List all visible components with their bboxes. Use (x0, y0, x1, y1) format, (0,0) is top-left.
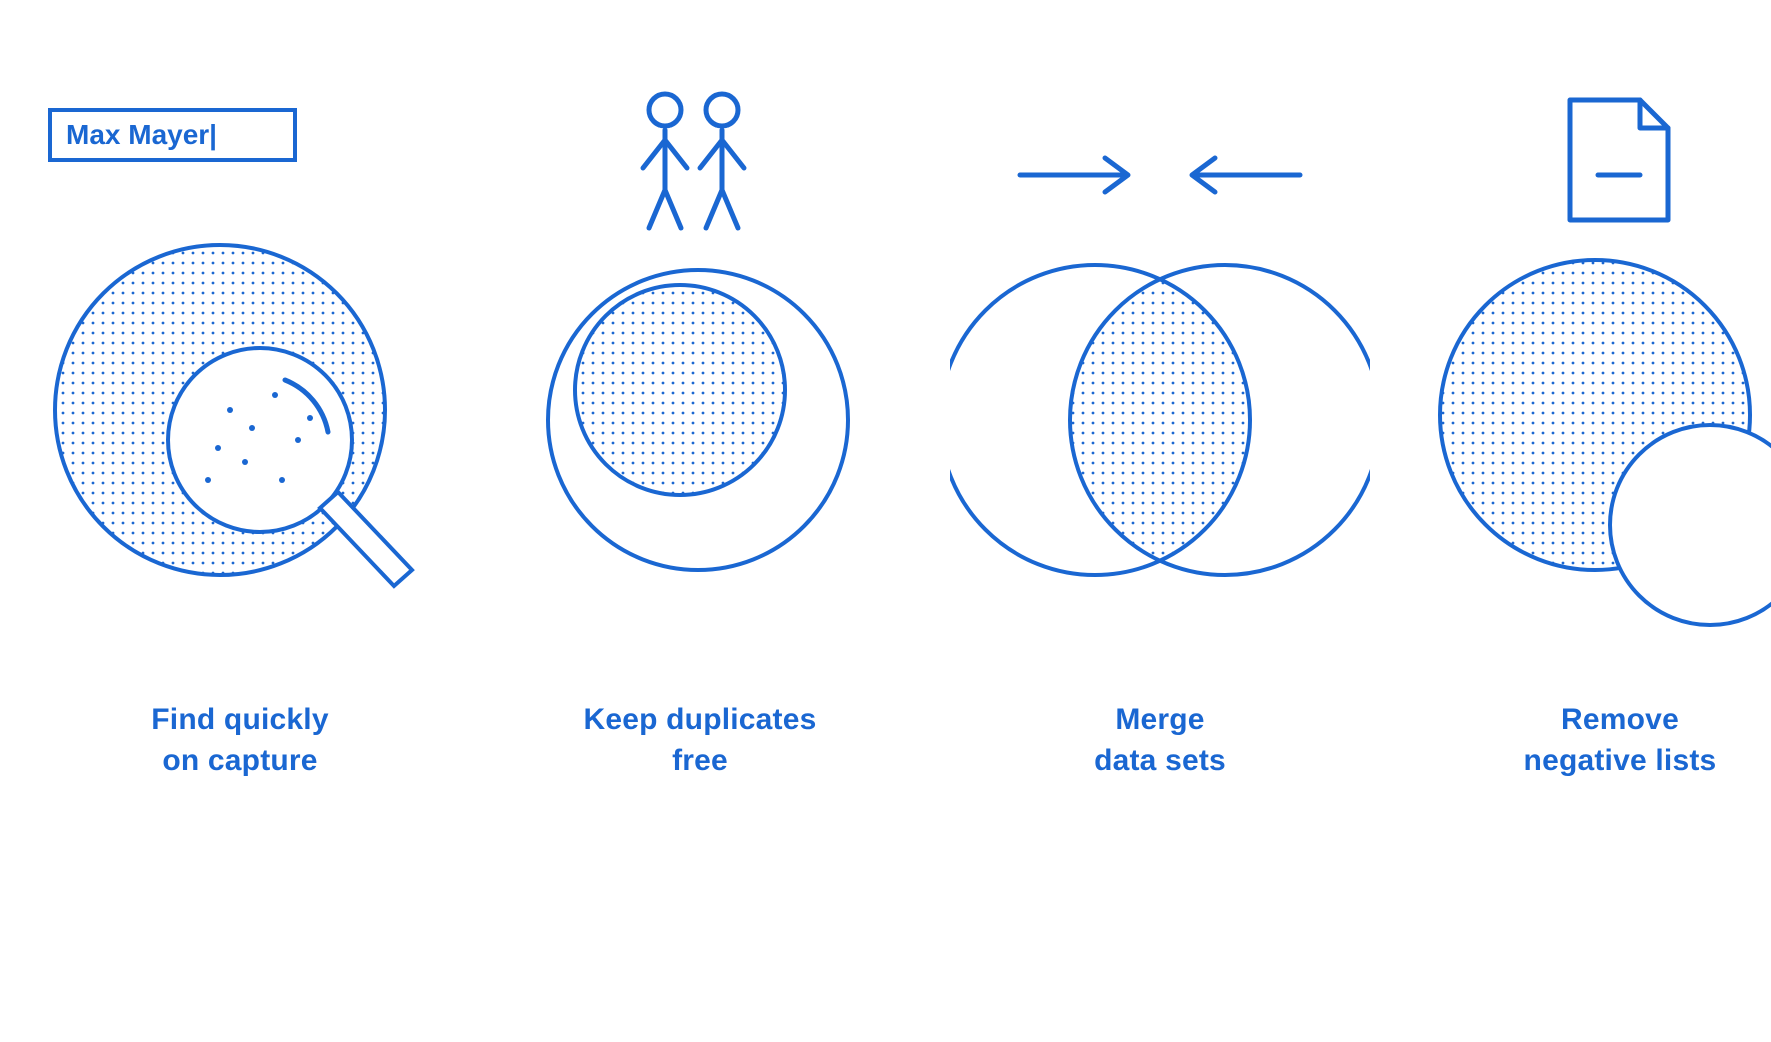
converge-arrows-icon (1020, 158, 1300, 192)
caption-remove-line2: negative lists (1524, 744, 1717, 777)
caption-remove: Remove negative lists (1524, 700, 1717, 781)
caption-dedup-line1: Keep duplicates (583, 703, 816, 736)
graphic-dedup (490, 80, 910, 640)
infographic-row: Max Mayer| (0, 0, 1771, 781)
input-box-text: Max Mayer| (66, 119, 217, 150)
item-find: Max Mayer| (30, 80, 450, 781)
caption-find-line1: Find quickly (151, 703, 328, 736)
graphic-merge (950, 80, 1370, 640)
caption-find-line2: on capture (162, 744, 317, 777)
two-people-icon (643, 94, 744, 228)
graphic-find: Max Mayer| (30, 80, 450, 640)
caption-merge-line1: Merge (1115, 703, 1204, 736)
caption-merge: Merge data sets (1094, 700, 1226, 781)
graphic-remove (1410, 80, 1771, 640)
item-remove: Remove negative lists (1410, 80, 1771, 781)
item-merge: Merge data sets (950, 80, 1370, 781)
caption-find: Find quickly on capture (151, 700, 328, 781)
item-dedup: Keep duplicates free (490, 80, 910, 781)
document-minus-icon (1570, 100, 1668, 220)
caption-merge-line2: data sets (1094, 744, 1226, 777)
caption-dedup: Keep duplicates free (583, 700, 816, 781)
caption-dedup-line2: free (672, 744, 728, 777)
caption-remove-line1: Remove (1561, 703, 1679, 736)
